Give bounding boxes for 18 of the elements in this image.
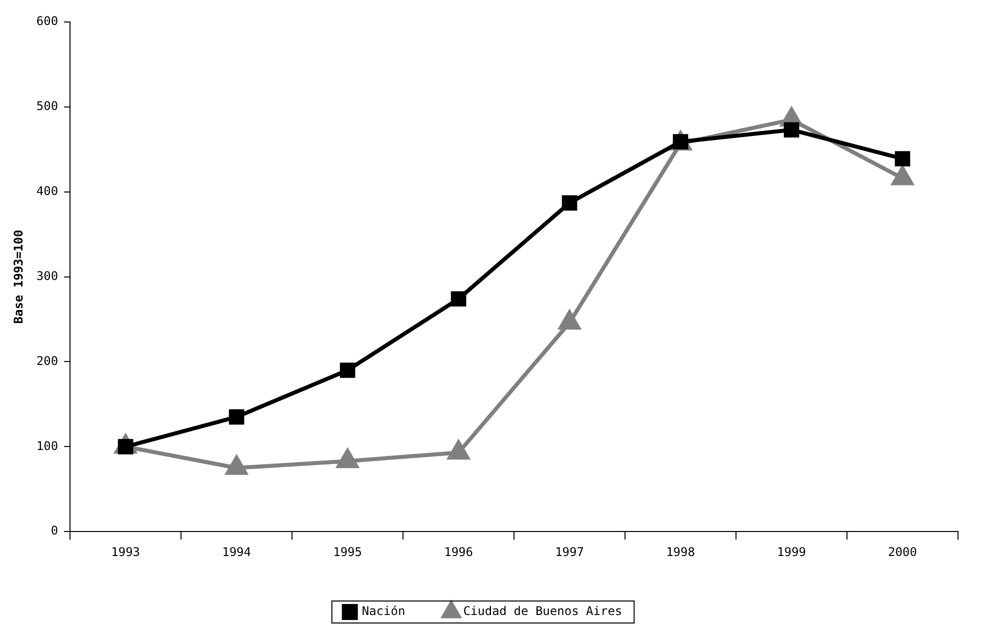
y-tick-label: 0 (50, 524, 58, 538)
y-tick-label: 100 (36, 438, 58, 453)
x-tick-label: 1994 (222, 544, 252, 559)
y-tick-label: 300 (36, 268, 58, 283)
x-tick-label: 2000 (888, 544, 917, 559)
y-axis-title: Base 1993=100 (11, 230, 26, 324)
x-tick-label: 1995 (333, 544, 362, 559)
y-tick-label: 200 (36, 354, 58, 368)
x-tick-label: 1993 (111, 544, 140, 559)
y-tick-label: 600 (36, 14, 58, 28)
y-tick-label: 400 (36, 184, 58, 198)
x-tick-label: 1997 (555, 544, 584, 559)
x-tick-label: 1998 (666, 544, 695, 559)
x-tick-label: 1996 (444, 544, 473, 559)
x-tick-label: 1999 (777, 544, 806, 559)
legend-label: Nación (362, 604, 406, 618)
y-tick-label: 500 (36, 99, 58, 114)
legend-label: Ciudad de Buenos Aires (463, 604, 622, 618)
